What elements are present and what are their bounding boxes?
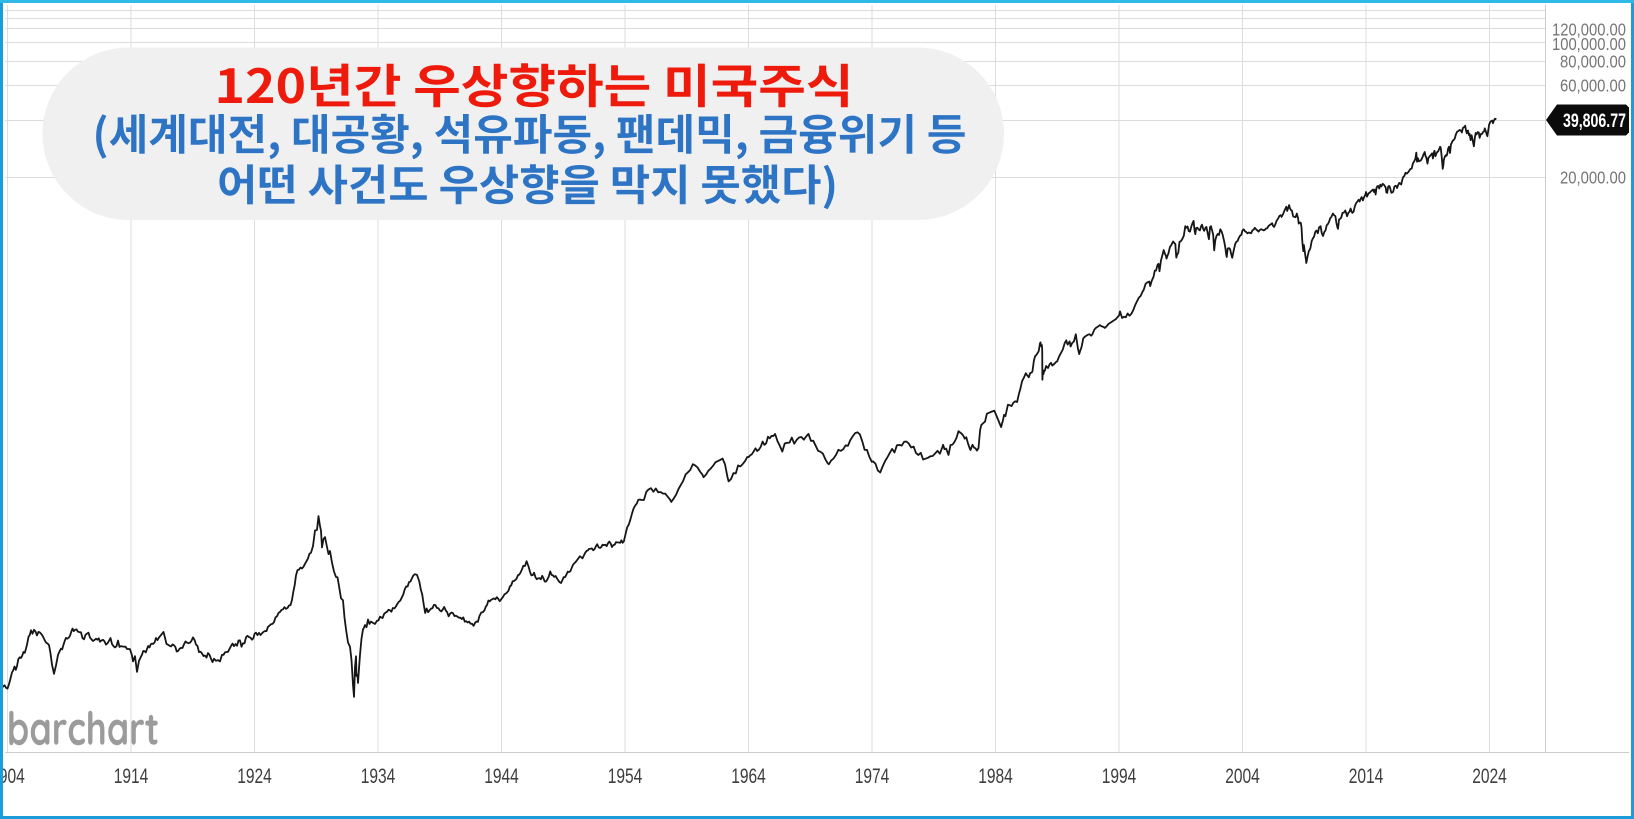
svg-text:1984: 1984: [978, 764, 1013, 788]
svg-text:1944: 1944: [484, 764, 519, 788]
svg-text:2024: 2024: [1472, 764, 1507, 788]
svg-text:1974: 1974: [855, 764, 890, 788]
svg-text:80,000.00: 80,000.00: [1560, 52, 1626, 72]
svg-text:1964: 1964: [731, 764, 766, 788]
svg-text:1994: 1994: [1102, 764, 1137, 788]
svg-text:39,806.77: 39,806.77: [1563, 111, 1626, 132]
svg-text:1914: 1914: [114, 764, 149, 788]
svg-text:1904: 1904: [0, 764, 25, 788]
svg-text:100,000.00: 100,000.00: [1552, 34, 1626, 54]
svg-text:2014: 2014: [1349, 764, 1384, 788]
svg-text:1924: 1924: [237, 764, 272, 788]
svg-text:1934: 1934: [361, 764, 396, 788]
svg-text:120,000.00: 120,000.00: [1552, 20, 1626, 40]
svg-text:20,000.00: 20,000.00: [1560, 168, 1626, 188]
svg-text:1954: 1954: [608, 764, 643, 788]
svg-text:2004: 2004: [1225, 764, 1260, 788]
svg-text:60,000.00: 60,000.00: [1560, 76, 1626, 96]
